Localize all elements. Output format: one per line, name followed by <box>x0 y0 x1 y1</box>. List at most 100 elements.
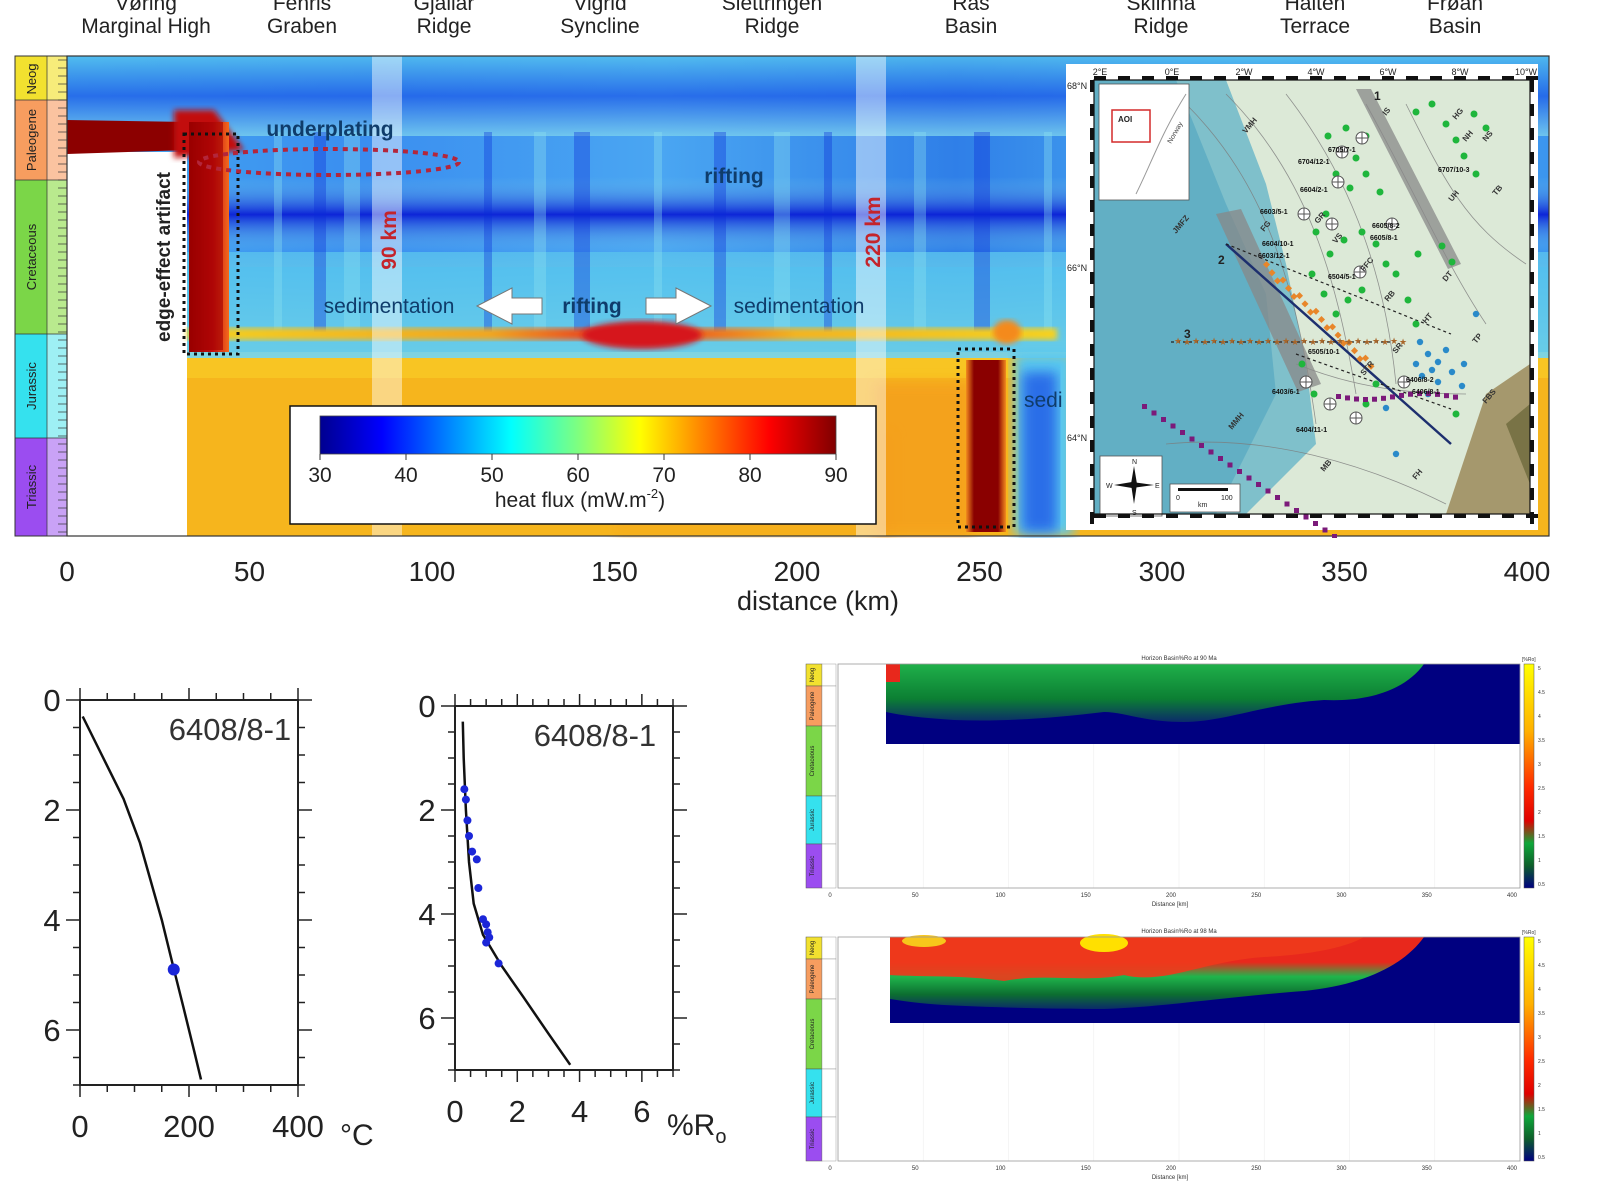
map-well-dot <box>1442 346 1450 354</box>
map-lon-label: 10°W <box>1515 67 1538 77</box>
map-lon-label: 6°W <box>1379 67 1397 77</box>
ro-colorbar-tick: 2.5 <box>1538 1059 1545 1065</box>
map-well-dot <box>1376 188 1384 196</box>
colorbar-label: heat flux (mW.m-2) <box>495 486 665 512</box>
map-star-marker: ★ <box>1363 337 1371 347</box>
profile-x-tick: 0 <box>446 1094 463 1129</box>
ro-colorbar-tick: 1 <box>1538 1131 1541 1137</box>
map-well-dot <box>1340 236 1348 244</box>
ro-panel-title: Horizon Basin%Ro at 98 Ma <box>1141 929 1217 935</box>
map-well-label: 6603/5-1 <box>1260 209 1288 216</box>
annotation-sedi: sedi <box>1024 389 1063 412</box>
map-well-dot <box>1438 242 1446 250</box>
map-lon-label: 4°W <box>1307 67 1325 77</box>
arrow-right <box>645 287 713 325</box>
ro-strat-label: Cretaceous <box>810 1019 816 1050</box>
map-well-dot <box>1458 382 1466 390</box>
map-star-marker: ★ <box>1255 337 1263 347</box>
ro-strat-label: Paleogene <box>810 964 816 993</box>
map-square-marker <box>1399 392 1404 398</box>
map-square-marker <box>1218 456 1223 461</box>
map-square-marker <box>1372 396 1377 402</box>
annotation-underplating: underplating <box>266 118 393 141</box>
map-well-label: 6705/7-1 <box>1328 147 1356 154</box>
map-square-marker <box>1189 436 1195 442</box>
profile-y-tick: 4 <box>418 897 435 932</box>
map-square-marker <box>1390 394 1395 400</box>
profile-y-tick: 6 <box>43 1013 60 1048</box>
ro-x-tick: 50 <box>912 893 919 899</box>
measured-point <box>465 832 474 840</box>
map-well-dot <box>1358 286 1366 294</box>
map-well-dot <box>1472 170 1480 178</box>
map-square-marker <box>1354 396 1359 402</box>
map-star-marker: ★ <box>1210 336 1218 346</box>
map-well-dot <box>1428 366 1436 374</box>
map-aoi: AOI <box>1118 115 1132 124</box>
profile-x-tick: 0 <box>71 1109 88 1144</box>
ro-colorbar-tick: 2 <box>1538 1083 1541 1089</box>
heatflux-x-tick: 150 <box>591 556 638 587</box>
svg-text:0: 0 <box>1176 495 1180 502</box>
ro-colorbar-tick: 2.5 <box>1538 786 1545 792</box>
map-star-marker: ★ <box>1327 337 1335 347</box>
annotation-90km: 90 km <box>378 210 401 270</box>
map-well-dot <box>1392 450 1400 458</box>
structural-label-line2: Basin <box>944 15 998 38</box>
measured-point <box>482 938 491 947</box>
map-square-marker <box>1284 501 1290 507</box>
ro-section-98ma: Horizon Basin%Ro at 98 Ma Neog Paleogene Cr… <box>804 925 1600 1187</box>
map-well-dot <box>1452 410 1460 418</box>
ro-colorbar-unit: [%Ro] <box>1522 930 1536 936</box>
map-square-marker <box>1246 475 1252 481</box>
structural-label: Frøan Basin <box>1427 0 1483 38</box>
ro-colorbar-tick: 3 <box>1538 762 1541 768</box>
structural-label-line1: Sklinna <box>1126 0 1196 15</box>
heatflux-heatmap: Neog Paleogene Cretaceous Jurassic Trias… <box>14 55 1550 538</box>
vitrinite-model-curve <box>461 721 572 1066</box>
ro-colorbar-tick: 1 <box>1538 858 1541 864</box>
ro-colorbar-tick: 1.5 <box>1538 834 1545 840</box>
map-well-label: 6603/12-1 <box>1258 253 1290 260</box>
profile-frame <box>454 705 674 1071</box>
map-star-marker: ★ <box>1246 336 1254 346</box>
map-well-dot <box>1418 372 1426 380</box>
map-square-marker <box>1170 423 1176 429</box>
heatflux-x-tick: 250 <box>956 556 1003 587</box>
ro-colorbar-tick: 4 <box>1538 714 1541 720</box>
annotation-rifting-top: rifting <box>704 165 763 188</box>
map-well-dot <box>1392 270 1400 278</box>
profile-y-tick: 2 <box>43 793 60 828</box>
structural-label: Vigrid Syncline <box>560 0 639 38</box>
structural-label-line1: Fenris <box>272 0 332 15</box>
ro-x-tick: 0 <box>828 893 832 899</box>
profile-x-tick: 2 <box>509 1094 526 1129</box>
ro-colorbar-unit: [%Ro] <box>1522 657 1536 663</box>
profile-y-tick: 0 <box>418 689 435 724</box>
map-well-label: 6604/2-1 <box>1300 187 1328 194</box>
colorbar-tick: 90 <box>824 464 847 487</box>
ro-contour-region <box>890 937 1364 981</box>
map-lon-label: 2°E <box>1093 67 1108 77</box>
inset-map: ★ ★ ★ ★ ★ ★ ★ ★ ★ ★ ★ ★ ★ ★ ★ ★ ★ ★ ★ ★ ★ ★ ★ ★ ★ ★ AOI Norway N … <box>1066 64 1538 538</box>
ro-strat-label: Paleogene <box>810 691 816 720</box>
colorbar-tick: 50 <box>480 464 503 487</box>
ro-x-tick: 100 <box>995 893 1006 899</box>
structural-label-line2: Ridge <box>1133 15 1189 38</box>
map-square-marker <box>1453 394 1458 400</box>
ro-xlabel: Distance [km] <box>1152 902 1189 908</box>
structural-label: Gjallar Ridge <box>414 0 475 38</box>
arrow-left <box>475 287 543 325</box>
strat-label-triassic: Triassic <box>24 464 39 509</box>
heatflux-x-tick: 0 <box>59 556 75 587</box>
map-square-marker <box>1426 391 1431 397</box>
map-star-marker: ★ <box>1309 337 1317 347</box>
map-profile-label: 2 <box>1218 253 1225 267</box>
map-well-dot <box>1362 170 1370 178</box>
annotation-sedimentation-left: sedimentation <box>324 295 455 318</box>
temperature-well-label: 6408/8-1 <box>169 712 291 747</box>
structural-label-line1: Frøan <box>1426 0 1484 15</box>
measured-point <box>460 785 469 794</box>
profile-y-tick: 0 <box>43 683 60 718</box>
measured-point <box>494 959 503 968</box>
